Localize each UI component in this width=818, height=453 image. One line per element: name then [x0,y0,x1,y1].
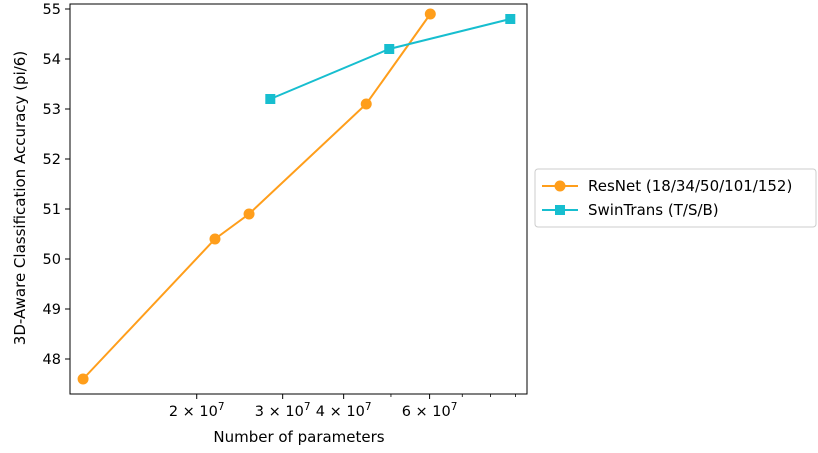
data-point [209,233,221,245]
x-tick-label: 2 × 107 [169,401,225,420]
axes-frame [69,3,528,395]
legend-label: ResNet (18/34/50/101/152) [588,177,792,195]
x-axis-label: Number of parameters [213,428,384,446]
legend-label: SwinTrans (T/S/B) [588,201,719,219]
data-point [360,98,372,110]
plot-area [77,8,516,385]
data-point [505,14,516,24]
x-axis: 2 × 107 3 × 107 4 × 107 6 × 107 [169,394,516,420]
legend-marker [555,205,565,215]
x-tick-label: 6 × 107 [402,401,458,420]
legend-box [534,168,817,228]
x-tick-label: 3 × 107 [255,401,311,420]
data-point [243,208,255,220]
data-point [424,8,436,20]
y-axis-label: 3D-Aware Classification Accuracy (pi/6) [11,51,29,345]
y-tick-label: 48 [43,352,61,368]
y-tick-label: 53 [43,102,61,118]
y-tick-label: 52 [43,152,61,168]
y-tick-label: 50 [43,252,61,268]
y-tick-label: 55 [43,2,61,18]
legend-marker [554,180,566,192]
series-line-0 [82,13,432,380]
y-tick-label: 54 [43,52,61,68]
y-tick-label: 49 [43,302,61,318]
series-line-1 [269,18,511,100]
axes-border [69,3,528,395]
legend: ResNet (18/34/50/101/152) SwinTrans (T/S/… [534,168,817,228]
y-axis: 48 49 50 51 52 53 54 55 [43,2,70,368]
data-point [77,373,89,385]
data-point [265,94,276,104]
x-tick-label: 4 × 107 [316,401,372,420]
y-tick-label: 51 [43,202,61,218]
data-point [384,44,395,54]
